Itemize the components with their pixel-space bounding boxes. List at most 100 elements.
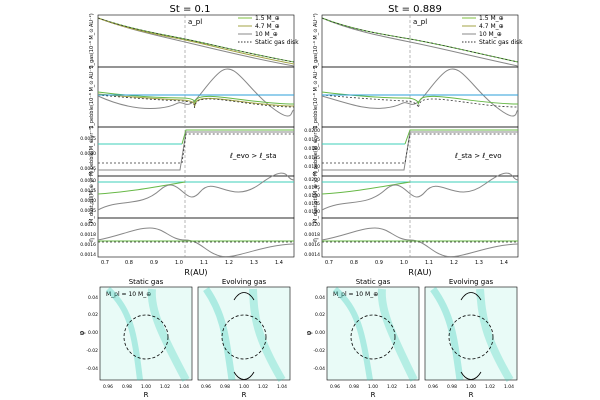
legend-right-label-2: 4.7 M_⊕ xyxy=(479,23,504,30)
bottom-left-y-ticks: 0.04 0.02 0.00 -0.02 -0.04 xyxy=(86,295,98,372)
bottom-x-axis-1: R xyxy=(144,391,149,399)
bottom-3-hill-circle xyxy=(350,314,396,360)
bottom-panel-1 xyxy=(99,286,193,381)
left-series-flux-top: ℓ_evo > ℓ_sta xyxy=(98,129,294,171)
right-ylabel-flux-top: Ṁ_pebble(M_⊕ yr⁻¹) xyxy=(312,126,319,176)
right-flux-top-tick-3: 0.0185 xyxy=(304,155,320,161)
right-flux-top-step xyxy=(404,129,518,145)
left-ylabel-surface: Σ_gas(10⁻⁴ M_⊙ AU⁻²) xyxy=(89,13,95,68)
right-flux-mid-green xyxy=(321,181,411,195)
x-axis-labels: R(AU) R(AU) xyxy=(184,268,431,277)
bottom-right-ytick-4: -0.04 xyxy=(313,366,325,372)
bottom-right-ytick-1: 0.02 xyxy=(315,312,325,318)
left-dust-olive xyxy=(97,93,295,107)
right-xtick-5: 1.2 xyxy=(450,260,458,266)
right-eta-gray xyxy=(321,227,519,258)
title-right: St = 0.889 xyxy=(388,4,442,15)
bottom-panel-2-x-ticks: 0.96 0.98 1.00 1.02 1.04 xyxy=(201,384,287,390)
left-flux-mid-tick-3: 0.0035 xyxy=(80,208,96,214)
left-flux-mid-tick-1: 0.0045 xyxy=(80,188,96,194)
bottom-ytick-1: 0.02 xyxy=(88,312,98,318)
right-xtick-0: 0.7 xyxy=(325,260,333,266)
bottom-4-xtick-0: 0.96 xyxy=(428,384,438,390)
bottom-1-xtick-3: 1.02 xyxy=(160,384,170,390)
x-label-left: R(AU) xyxy=(184,268,207,277)
left-eta-tick-3: 0.0014 xyxy=(80,252,96,258)
right-series-flux-top: ℓ_sta > ℓ_evo xyxy=(322,129,518,171)
bottom-2-xtick-3: 1.02 xyxy=(258,384,268,390)
bottom-4-stream-2 xyxy=(476,288,514,383)
bottom-3-xtick-2: 1.00 xyxy=(368,384,378,390)
bottom-title-4: Evolving gas xyxy=(449,278,494,286)
bottom-4-arrow-bottom xyxy=(460,371,482,380)
right-eta-tick-3: 0.0014 xyxy=(304,252,320,258)
left-flux-mid-tick-0: 0.0050 xyxy=(80,178,96,184)
right-y-labels: Σ_gas(10⁻⁴ M_⊙ AU⁻²) Σ_pebble(10⁻⁶ M_⊙ A… xyxy=(312,13,319,242)
left-panel-ticks: 0.0045 0.0040 0.0035 0.0050 0.0045 0.004… xyxy=(80,136,96,258)
bottom-panel-1-x-ticks: 0.96 0.98 1.00 1.02 1.04 xyxy=(103,384,189,390)
bottom-3-stream-2 xyxy=(377,288,418,382)
bottom-2-stream-2 xyxy=(249,288,286,383)
legend-right-label-3: 10 M_⊕ xyxy=(479,31,502,38)
left-series-eta xyxy=(97,227,295,258)
bottom-title-1: Static gas xyxy=(129,278,164,286)
right-xtick-1: 0.8 xyxy=(350,260,358,266)
legend-left-label-2: 4.7 M_⊕ xyxy=(255,23,280,30)
left-flux-mid-green xyxy=(97,181,186,195)
bottom-x-axis-2: R xyxy=(242,391,247,399)
right-xtick-7: 1.4 xyxy=(500,260,508,266)
left-y-labels: Σ_gas(10⁻⁴ M_⊙ AU⁻²) Σ_pebble(10⁻⁶ M_⊙ A… xyxy=(88,13,95,242)
legend-right-label-1: 1.5 M_⊕ xyxy=(479,15,504,22)
bottom-mass-right: M_pl = 10 M_⊕ xyxy=(333,291,378,298)
bottom-panel-3-streams xyxy=(332,286,418,382)
bottom-4-xtick-2: 1.00 xyxy=(466,384,476,390)
bottom-1-hill-circle xyxy=(123,314,169,360)
right-xtick-4: 1.1 xyxy=(425,260,433,266)
bottom-panel-1-streams xyxy=(105,286,190,382)
left-xtick-3: 1.0 xyxy=(175,260,183,266)
right-xtick-6: 1.3 xyxy=(475,260,483,266)
legend-right-label-4: Static gas disk xyxy=(479,39,523,46)
right-flux-top-tick-4: 0.0180 xyxy=(304,164,320,170)
planet-label-right: a_pl xyxy=(413,18,427,26)
right-flux-mid-gray xyxy=(321,172,519,211)
left-eta-tick-1: 0.0018 xyxy=(80,232,96,238)
left-surface-olive xyxy=(97,17,295,65)
title-left: St = 0.1 xyxy=(170,4,211,15)
left-dust-static xyxy=(97,94,295,108)
right-xtick-3: 1.0 xyxy=(400,260,408,266)
bottom-2-hill-circle xyxy=(221,314,267,360)
bottom-title-3: Static gas xyxy=(356,278,391,286)
bottom-panel-2 xyxy=(197,286,291,381)
left-xtick-1: 0.8 xyxy=(125,260,133,266)
left-xtick-2: 0.9 xyxy=(150,260,158,266)
bottom-ytick-2: 0.00 xyxy=(88,330,98,336)
bottom-right-ytick-0: 0.04 xyxy=(315,295,325,301)
bottom-panel-4 xyxy=(424,286,518,381)
bottom-ytick-3: -0.02 xyxy=(86,348,98,354)
bottom-4-xtick-1: 0.98 xyxy=(447,384,457,390)
left-xtick-4: 1.1 xyxy=(200,260,208,266)
left-flux-top-tick-1: 0.0040 xyxy=(80,151,96,157)
bottom-2-xtick-4: 1.04 xyxy=(277,384,287,390)
right-series-flux-mid xyxy=(321,172,519,211)
right-flux-top-gray xyxy=(322,131,518,171)
legend-right: 1.5 M_⊕ 4.7 M_⊕ 10 M_⊕ Static gas disk xyxy=(462,15,523,46)
legend-left-label-3: 10 M_⊕ xyxy=(255,31,278,38)
right-dust-gray xyxy=(321,68,519,117)
right-series-dust xyxy=(321,68,519,117)
right-ylabel-dust: Σ_pebble(10⁻⁶ M_⊙ AU⁻²) xyxy=(313,65,319,129)
right-flux-mid-tick-1: 0.0195 xyxy=(304,185,320,191)
bottom-ytick-0: 0.04 xyxy=(88,295,98,301)
right-eta-tick-1: 0.0018 xyxy=(304,232,320,238)
right-series-eta xyxy=(321,227,519,258)
right-ylabel-surface: Σ_gas(10⁻⁴ M_⊙ AU⁻²) xyxy=(313,13,319,68)
bottom-1-xtick-1: 0.98 xyxy=(122,384,132,390)
bottom-panel-3 xyxy=(326,286,420,381)
left-ylabel-flux-top: Ṁ_pebble(M_⊕ yr⁻¹) xyxy=(88,126,95,176)
bottom-panel-4-x-ticks: 0.96 0.98 1.00 1.02 1.04 xyxy=(428,384,514,390)
bottom-right-ytick-3: -0.02 xyxy=(313,348,325,354)
bottom-3-xtick-3: 1.02 xyxy=(387,384,397,390)
bottom-2-arrow-top xyxy=(233,292,255,301)
